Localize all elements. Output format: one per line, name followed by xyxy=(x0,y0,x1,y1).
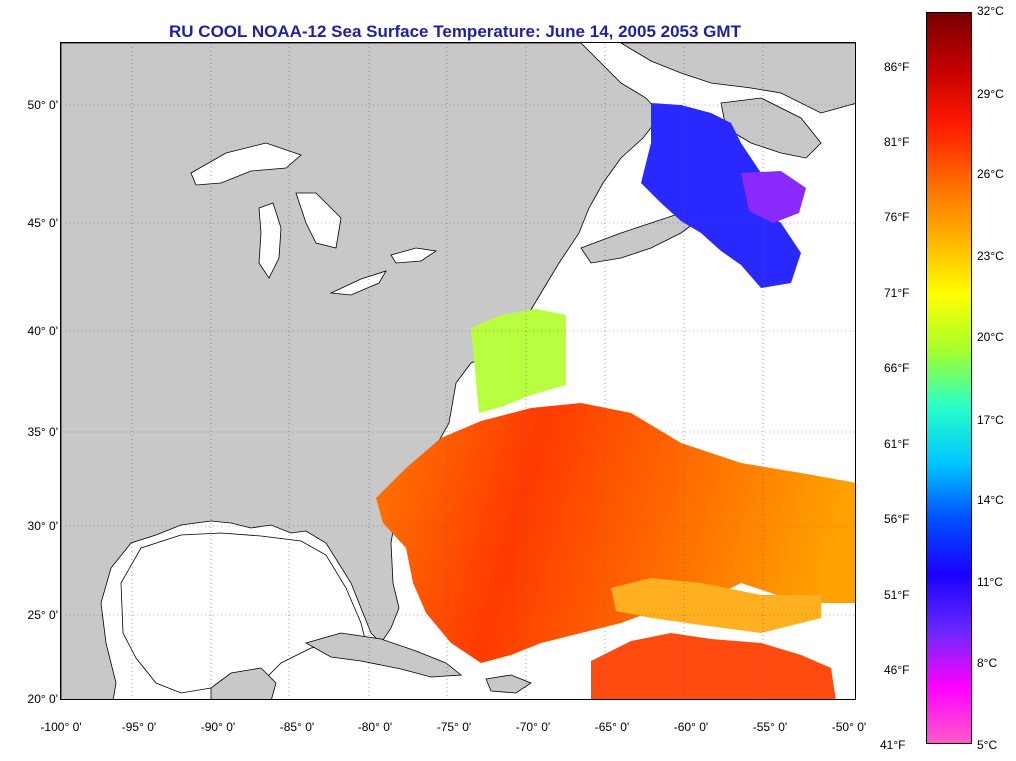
lon-label: -65° 0' xyxy=(594,720,630,734)
gulf-of-mexico xyxy=(120,532,367,694)
lake-superior xyxy=(190,142,302,186)
fahrenheit-label: 86°F xyxy=(884,60,910,74)
hispaniola-land xyxy=(485,674,532,694)
celsius-label: 26°C xyxy=(977,167,1004,181)
sst-cold-north xyxy=(641,103,801,288)
sst-map[interactable] xyxy=(60,42,856,700)
celsius-label: 14°C xyxy=(977,493,1004,507)
celsius-label: 17°C xyxy=(977,413,1004,427)
fahrenheit-label: 61°F xyxy=(884,437,910,451)
lon-label: -100° 0' xyxy=(40,720,82,734)
celsius-label: 5°C xyxy=(977,738,998,752)
sst-cool-shelf xyxy=(471,309,566,413)
sst-data xyxy=(376,103,855,699)
lat-label: 35° 0' xyxy=(27,425,58,439)
lon-label: -55° 0' xyxy=(752,720,788,734)
lon-label: -90° 0' xyxy=(200,720,236,734)
yucatan-land xyxy=(210,667,277,699)
celsius-label: 29°C xyxy=(977,87,1004,101)
lon-label: -80° 0' xyxy=(357,720,393,734)
celsius-label: 20°C xyxy=(977,330,1004,344)
lake-erie xyxy=(329,270,387,296)
lat-label: 45° 0' xyxy=(27,216,58,230)
lon-label: -70° 0' xyxy=(515,720,551,734)
lat-label: 30° 0' xyxy=(27,519,58,533)
sst-map-canvas xyxy=(61,43,855,699)
lon-label: -60° 0' xyxy=(673,720,709,734)
sst-south-patch xyxy=(591,633,836,699)
fahrenheit-label: 76°F xyxy=(884,210,910,224)
fahrenheit-label: 66°F xyxy=(884,361,910,375)
temperature-colorbar xyxy=(926,12,972,744)
sst-purple-patch xyxy=(741,171,806,223)
great-lakes xyxy=(190,142,438,296)
fahrenheit-label: 71°F xyxy=(884,286,910,300)
lon-label: -50° 0' xyxy=(831,720,867,734)
lake-ontario xyxy=(390,247,438,264)
cuba-land xyxy=(304,632,463,678)
lat-label: 40° 0' xyxy=(27,324,58,338)
map-title: RU COOL NOAA-12 Sea Surface Temperature:… xyxy=(169,22,741,41)
lon-label: -85° 0' xyxy=(279,720,315,734)
lon-label: -95° 0' xyxy=(121,720,157,734)
sst-warm-gulfstream xyxy=(376,403,855,663)
celsius-label: 8°C xyxy=(977,656,998,670)
fahrenheit-label: 46°F xyxy=(884,663,910,677)
fahrenheit-label: 81°F xyxy=(884,135,910,149)
celsius-label: 11°C xyxy=(977,575,1003,589)
graticule xyxy=(61,43,855,699)
labrador-land xyxy=(620,43,855,114)
lon-label: -75° 0' xyxy=(436,720,472,734)
lake-michigan xyxy=(258,202,282,279)
fahrenheit-label: 56°F xyxy=(884,512,910,526)
celsius-label: 23°C xyxy=(977,249,1004,263)
fahrenheit-label: 41°F xyxy=(880,738,906,752)
sst-mid-patch xyxy=(611,578,821,633)
lat-label: 25° 0' xyxy=(27,608,58,622)
fahrenheit-label: 51°F xyxy=(884,588,910,602)
lat-label: 50° 0' xyxy=(27,98,58,112)
celsius-label: 32°C xyxy=(977,4,1004,18)
lat-label: 20° 0' xyxy=(27,692,58,706)
